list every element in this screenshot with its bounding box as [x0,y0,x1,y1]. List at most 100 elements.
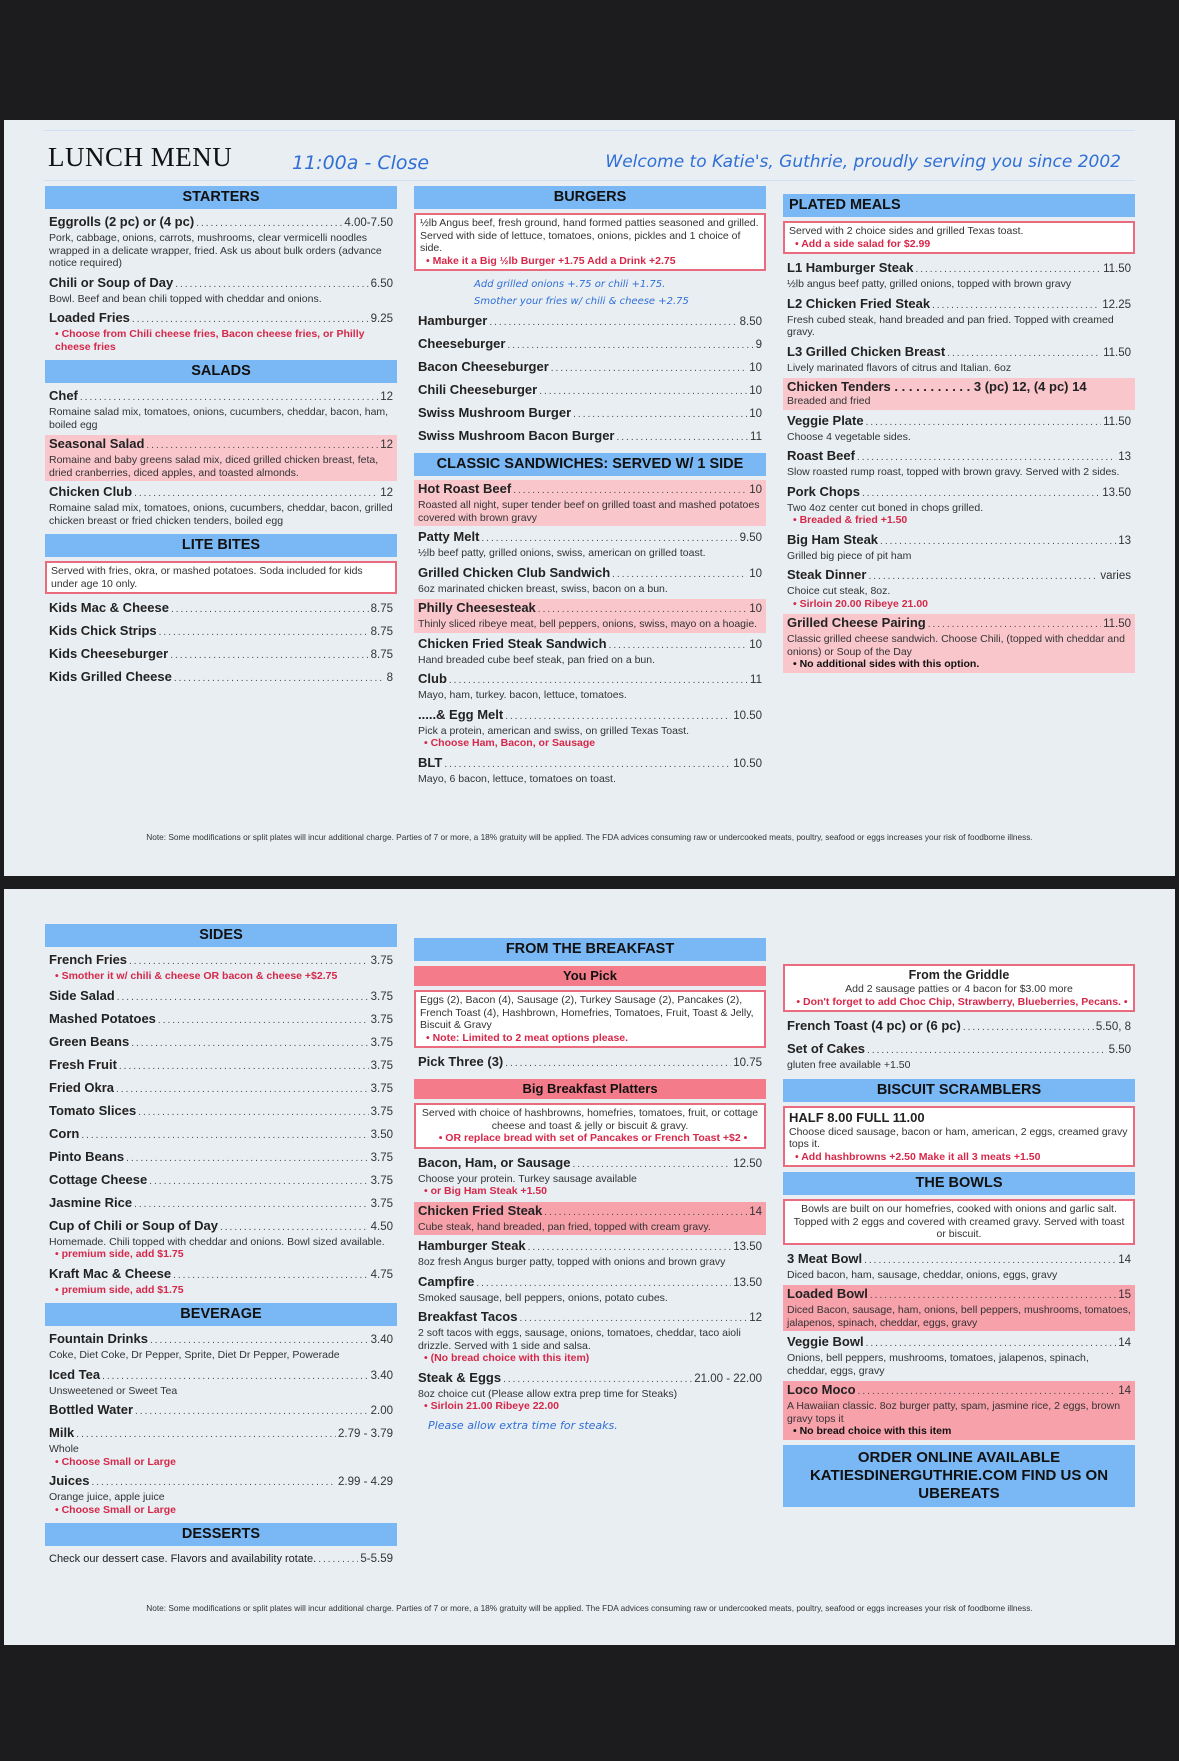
menu-item-3-meat-bowl: 3 Meat Bowl 14 Diced bacon, ham, sausage, … [783,1250,1135,1284]
box-note: • Add a side salad for $2.99 [795,237,931,250]
item-description: Mayo, ham, turkey. bacon, lettuce, tomat… [418,689,627,701]
info-box: ½lb Angus beef, fresh ground, hand forme… [414,213,766,271]
item-note: • Choose Small or Large [55,1503,176,1516]
menu-item-bacon-ham-or-sausage: Bacon, Ham, or Sausage 12.50 Choose your p… [414,1154,766,1200]
item-note: • Choose Small or Large [55,1455,176,1468]
item-name: Corn [49,1125,80,1141]
item-price: 13.50 [733,1241,762,1253]
dot-leader [868,569,1098,585]
item-row: Cottage Cheese 3.75 [49,1172,393,1190]
item-price: 14 [749,1205,762,1218]
info-box: HALF 8.00 FULL 11.00 Choose diced sausage… [783,1105,1135,1167]
item-row: Chili Cheeseburger 10 [418,382,762,400]
item-price: 3.50 [370,1128,393,1141]
item-row: Kraft Mac & Cheese 4.75 [49,1266,393,1284]
info-box: Eggs (2), Bacon (4), Sausage (2), Turkey… [414,990,766,1048]
menu-item-big-ham-steak: Big Ham Steak 13 Grilled big piece of pit … [783,531,1135,565]
dot-leader [149,1174,368,1190]
menu-item-l1-hamburger-steak: L1 Hamburger Steak 11.50 ½lb angus beef pa… [783,259,1135,293]
item-row: Pork Chops 13.50 [787,484,1131,502]
dot-leader [544,1205,747,1221]
menu-item-french-toast-4-pc-or-6-pc: French Toast (4 pc) or (6 pc) 5.50, 8 [783,1017,1135,1038]
dot-leader [196,216,342,232]
item-description: Grilled big piece of pit ham [787,549,912,562]
item-name: .....& Egg Melt [418,706,504,722]
item-name: Cottage Cheese [49,1171,148,1187]
dot-leader [135,1404,369,1420]
item-name: Chef [49,388,78,403]
item-price: 2.00 [370,1405,393,1417]
dot-leader [117,990,369,1006]
dot-leader [880,534,1116,550]
item-description: Romaine salad mix, tomatoes, onions, cuc… [49,502,393,527]
item-description: gluten free available +1.50 [787,1059,911,1071]
dot-leader [80,390,378,406]
item-name: Chicken Fried Steak Sandwich [418,635,607,651]
dot-leader [318,1552,358,1568]
dot-leader [616,430,748,446]
menu-item-cup-of-chili-or-soup-of-day: Cup of Chili or Soup of Day 4.50 Homemade.… [45,1217,397,1263]
box-text: Served with 2 choice sides and grilled T… [789,225,1024,237]
item-row: Fountain Drinks 3.40 [49,1331,393,1349]
item-description: Pork, cabbage, onions, carrots, mushroom… [49,232,382,269]
item-row: Bottled Water 2.00 [49,1402,393,1420]
item-row: Cup of Chili or Soup of Day 4.50 [49,1218,393,1236]
item-price: 21.00 - 22.00 [694,1372,762,1385]
item-row: Swiss Mushroom Bacon Burger 11 [418,428,762,446]
dot-leader [131,1036,368,1052]
item-price: 8.75 [370,603,393,615]
dot-leader [539,384,747,400]
divider [44,130,1135,131]
dot-leader [505,1056,731,1072]
item-row: Chicken Fried Steak 14 [418,1203,762,1221]
menu-item-kraft-mac-cheese: Kraft Mac & Cheese 4.75 • premium side, ad… [45,1265,397,1299]
item-row: Eggrolls (2 pc) or (4 pc) 4.00-7.50 [49,214,393,232]
divider [44,180,1135,181]
item-name: French Fries [49,952,128,967]
box-text: Served with choice of hashbrowns, homefr… [421,1107,759,1132]
box-text: Bowls are built on our homefries, cooked… [793,1203,1125,1240]
item-row: Set of Cakes 5.50 [787,1041,1131,1059]
dot-leader [119,1059,369,1075]
box-text: Add 2 sausage patties or 4 bacon for $3.… [845,983,1073,995]
dot-leader [76,1427,336,1443]
item-name: Iced Tea [49,1366,101,1382]
item-row: Iced Tea 3.40 [49,1367,393,1385]
menu-item-eggrolls-2-pc-or-4-pc: Eggrolls (2 pc) or (4 pc) 4.00-7.50 Pork, … [45,213,397,272]
item-name: Grilled Chicken Club Sandwich [418,564,611,580]
item-price: 3.75 [370,990,393,1003]
box-note: • OR replace bread with set of Pancakes … [438,1132,748,1144]
item-name: Chili or Soup of Day [49,274,174,290]
footnote: Note: Some modifications or split plates… [146,1603,1033,1613]
item-price: 12.50 [733,1157,762,1170]
item-name: Kids Grilled Cheese [49,669,172,684]
item-name: Kids Cheeseburger [49,646,169,661]
section-header-lite-bites: LITE BITES [45,534,397,557]
item-name: Fried Okra [49,1079,115,1095]
item-row: French Toast (4 pc) or (6 pc) 5.50, 8 [787,1018,1131,1036]
item-name: Roast Beef [787,448,855,463]
item-price: 8.75 [370,626,393,638]
dot-leader [507,338,753,354]
item-row: Loaded Fries 9.25 [49,310,393,328]
item-row: Breakfast Tacos 12 [418,1309,762,1327]
item-price: 8.50 [739,316,762,328]
item-price: 4.00-7.50 [344,217,393,229]
item-description: Two 4oz center cut boned in chops grille… [787,501,984,514]
item-row: Steak Dinner varies [787,567,1131,585]
item-description: Orange juice, apple juice [49,1491,165,1503]
menu-column-middle: BURGERS ½lb Angus beef, fresh ground, han… [414,181,766,789]
dot-leader [857,450,1116,466]
section-header-you-pick: You Pick [414,966,766,986]
item-note: • Sirloin 21.00 Ribeye 22.00 [424,1400,559,1412]
item-description: Lively marinated flavors of citrus and I… [787,361,1012,374]
menu-item-check-our-dessert-case-flavors-and-avail: Check our dessert case. Flavors and avai… [45,1550,397,1570]
dot-leader [138,1105,368,1121]
menu-item-roast-beef: Roast Beef 13 Slow roasted rump roast, top… [783,447,1135,481]
item-row: Veggie Bowl 14 [787,1334,1131,1352]
item-price: 11 [750,431,762,443]
dot-leader [866,415,1101,431]
item-row: Tomato Slices 3.75 [49,1103,393,1121]
item-price: 2.99 - 4.29 [338,1476,393,1488]
item-row: Roast Beef 13 [787,448,1131,466]
